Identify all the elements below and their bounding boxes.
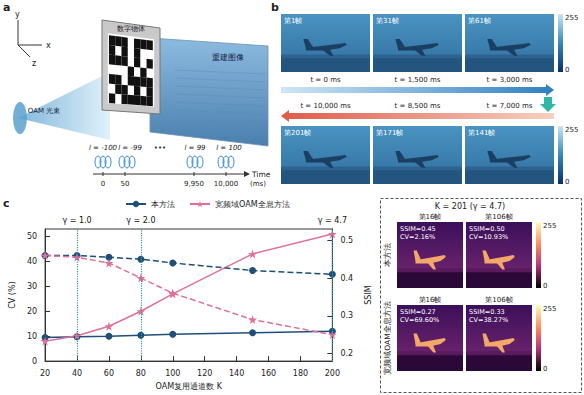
- svg-text:第61帧: 第61帧: [468, 17, 491, 25]
- svg-text:l = -99: l = -99: [118, 144, 142, 152]
- svg-text:本方法: 本方法: [151, 200, 175, 209]
- svg-text:重建图像: 重建图像: [212, 53, 244, 62]
- svg-text:0: 0: [565, 178, 569, 186]
- svg-text:255: 255: [543, 305, 556, 313]
- svg-text:第171帧: 第171帧: [376, 129, 403, 137]
- svg-text:x: x: [46, 41, 51, 50]
- svg-text:140: 140: [229, 369, 244, 378]
- svg-text:宽频域OAM全息方法: 宽频域OAM全息方法: [383, 301, 392, 374]
- svg-text:Time: Time: [251, 170, 271, 179]
- svg-text:0.3: 0.3: [340, 311, 353, 320]
- svg-text:100: 100: [165, 369, 180, 378]
- svg-text:数字物体: 数字物体: [117, 25, 145, 33]
- svg-text:第141帧: 第141帧: [468, 129, 495, 137]
- svg-text:(ms): (ms): [250, 180, 266, 188]
- svg-text:30: 30: [27, 282, 37, 291]
- svg-text:CV=69.60%: CV=69.60%: [400, 316, 439, 324]
- svg-text:OAM复用通道数 K: OAM复用通道数 K: [156, 382, 223, 391]
- svg-text:SSIM=0.33: SSIM=0.33: [469, 308, 505, 316]
- svg-text:z: z: [32, 59, 36, 68]
- svg-text:K = 201 (γ = 4.7): K = 201 (γ = 4.7): [435, 202, 505, 211]
- svg-text:0.2: 0.2: [340, 349, 353, 358]
- svg-text:0.5: 0.5: [340, 236, 353, 245]
- svg-text:OAM 光束: OAM 光束: [28, 107, 60, 115]
- svg-text:180: 180: [293, 369, 308, 378]
- svg-text:b: b: [271, 1, 279, 14]
- svg-text:40: 40: [27, 257, 37, 266]
- svg-text:SSIM: SSIM: [364, 285, 373, 305]
- svg-text:80: 80: [136, 369, 146, 378]
- svg-text:第106帧: 第106帧: [485, 296, 512, 304]
- svg-text:160: 160: [261, 369, 276, 378]
- svg-text:第106帧: 第106帧: [485, 213, 512, 221]
- svg-text:255: 255: [565, 14, 578, 22]
- svg-text:255: 255: [565, 126, 578, 134]
- svg-text:l = -100: l = -100: [89, 144, 118, 152]
- svg-text:0: 0: [101, 180, 105, 188]
- svg-text:10: 10: [27, 332, 37, 341]
- svg-text:CV=10.93%: CV=10.93%: [469, 233, 508, 241]
- svg-text:50: 50: [27, 232, 37, 241]
- svg-text:20: 20: [40, 369, 50, 378]
- svg-text:60: 60: [104, 369, 114, 378]
- svg-text:255: 255: [543, 222, 556, 230]
- svg-text:0: 0: [565, 66, 569, 74]
- svg-text:0: 0: [32, 357, 37, 366]
- svg-text:•••: •••: [154, 144, 166, 152]
- svg-text:40: 40: [72, 369, 82, 378]
- svg-text:c: c: [3, 197, 10, 210]
- svg-text:50: 50: [121, 180, 130, 188]
- svg-text:20: 20: [27, 307, 37, 316]
- svg-text:本方法: 本方法: [383, 243, 392, 267]
- svg-text:γ = 1.0: γ = 1.0: [62, 216, 91, 225]
- svg-text:9,950: 9,950: [184, 180, 204, 188]
- svg-text:t = 1,500 ms: t = 1,500 ms: [395, 76, 441, 84]
- svg-text:t = 0 ms: t = 0 ms: [310, 76, 341, 84]
- svg-text:宽频域OAM全息方法: 宽频域OAM全息方法: [215, 200, 290, 209]
- svg-text:第31帧: 第31帧: [376, 17, 399, 25]
- svg-text:t = 7,000 ms: t = 7,000 ms: [487, 102, 533, 110]
- svg-text:CV=38.27%: CV=38.27%: [469, 316, 508, 324]
- svg-text:120: 120: [197, 369, 212, 378]
- svg-text:0.4: 0.4: [340, 274, 353, 283]
- svg-text:t = 8,500 ms: t = 8,500 ms: [395, 102, 441, 110]
- svg-text:0: 0: [543, 282, 547, 290]
- svg-text:t = 3,000 ms: t = 3,000 ms: [487, 76, 533, 84]
- svg-text:200: 200: [325, 369, 340, 378]
- svg-text:l = 100: l = 100: [216, 144, 242, 152]
- svg-text:SSIM=0.27: SSIM=0.27: [400, 308, 436, 316]
- svg-text:γ = 2.0: γ = 2.0: [126, 216, 155, 225]
- svg-text:a: a: [3, 1, 10, 14]
- svg-text:SSIM=0.45: SSIM=0.45: [400, 225, 436, 233]
- svg-text:CV=2.16%: CV=2.16%: [400, 233, 435, 241]
- svg-text:第201帧: 第201帧: [284, 129, 311, 137]
- svg-text:SSIM=0.50: SSIM=0.50: [469, 225, 505, 233]
- svg-text:第16帧: 第16帧: [419, 296, 442, 304]
- svg-text:CV (%): CV (%): [8, 281, 17, 308]
- svg-text:l = 99: l = 99: [184, 144, 206, 152]
- svg-text:t = 10,000 ms: t = 10,000 ms: [300, 102, 351, 110]
- svg-text:10,000: 10,000: [214, 180, 239, 188]
- svg-text:第1帧: 第1帧: [284, 17, 302, 25]
- svg-text:第16帧: 第16帧: [419, 213, 442, 221]
- svg-text:γ = 4.7: γ = 4.7: [318, 216, 347, 225]
- svg-text:y: y: [15, 10, 20, 19]
- svg-text:0: 0: [543, 365, 547, 373]
